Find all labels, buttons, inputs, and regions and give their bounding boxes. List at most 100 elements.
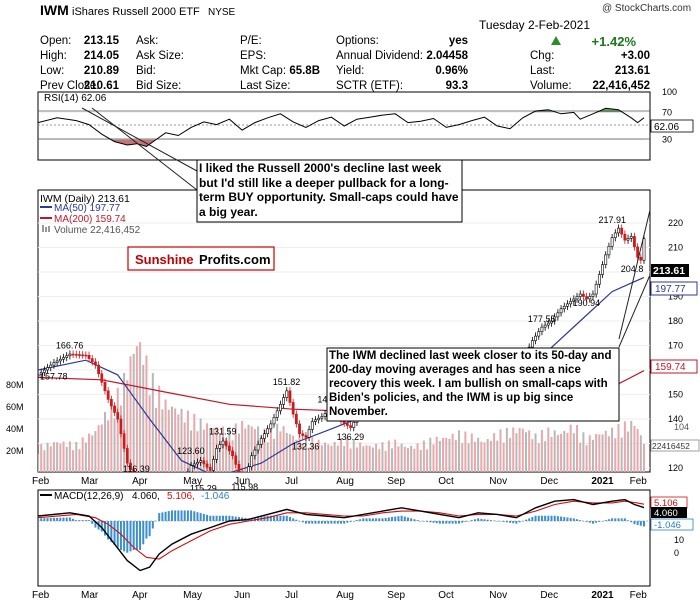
x-tick-label: Jun: [234, 590, 250, 601]
volume-bar: [365, 445, 368, 472]
macd-hist-bar: [43, 518, 46, 521]
macd-hist-bar: [38, 518, 39, 521]
macd-hist-bar: [400, 515, 403, 521]
x-tick-label: Aug: [336, 590, 354, 601]
volume-bar: [202, 429, 205, 472]
x-tick-label: Feb: [32, 476, 50, 487]
volume-bar: [324, 442, 327, 472]
ma50-tag: 197.77: [655, 284, 686, 295]
macd-hist-bar: [429, 521, 432, 523]
x-tick-label: Feb: [630, 476, 648, 487]
volume-bar: [477, 437, 480, 472]
candle-body: [202, 460, 206, 465]
candle-body: [566, 303, 569, 307]
volume-bar: [512, 427, 515, 472]
volume-bar: [247, 424, 250, 472]
candle-body: [310, 421, 314, 430]
macd-hist-bar: [368, 518, 371, 521]
volume-bar: [314, 446, 317, 472]
volume-bar: [454, 440, 457, 472]
macd-signal-tag: 5.106: [654, 498, 678, 509]
volume-bar: [317, 439, 320, 472]
macd-hist-bar: [103, 521, 106, 536]
quote-value: 22,416,452: [592, 80, 650, 92]
volume-bar: [292, 435, 295, 472]
quote-label: Prev Close:: [40, 80, 99, 92]
macd-hist-bar: [560, 516, 563, 521]
candle-body: [84, 354, 88, 357]
candle-body: [572, 298, 576, 302]
candle-body: [588, 296, 592, 300]
candle-body: [97, 364, 101, 374]
macd-hist-bar: [617, 518, 620, 521]
volume-bar: [148, 395, 151, 472]
candle-body: [597, 274, 601, 285]
volume-bar: [643, 443, 645, 472]
change-pct: +1.42%: [592, 34, 637, 49]
volume-bar: [352, 439, 355, 472]
macd-hist-bar: [59, 517, 62, 521]
macd-hist-bar: [483, 519, 486, 521]
quote-label: SCTR (ETF):: [336, 80, 403, 92]
macd-hist-bar: [378, 518, 381, 521]
quote-value: 213.15: [84, 35, 120, 47]
macd-hist-bar: [330, 521, 333, 524]
macd-hist-bar: [391, 517, 394, 521]
macd-hist-bar: [406, 517, 409, 521]
candle-body: [291, 402, 295, 415]
candle-body: [39, 372, 43, 376]
volume-bar: [65, 446, 68, 472]
candle-body: [58, 358, 62, 362]
candle-body: [569, 301, 573, 305]
volume-bar: [518, 428, 521, 472]
volume-bar: [579, 442, 582, 472]
macd-hist-bar: [282, 515, 285, 521]
volume-bar: [183, 422, 186, 472]
volume-bar: [483, 442, 486, 472]
candle-body: [221, 440, 225, 446]
volume-bar: [595, 434, 598, 472]
macd-hist-bar: [324, 521, 327, 524]
macd-hist-bar: [473, 519, 476, 521]
candle-body: [168, 481, 170, 484]
macd-hist-bar: [579, 520, 582, 521]
macd-hist-bar: [349, 521, 352, 522]
macd-hist-bar: [569, 517, 572, 521]
volume-bar: [569, 424, 572, 472]
x-tick-label: Sep: [387, 476, 405, 487]
candle-body: [49, 364, 53, 368]
volume-bar: [384, 450, 387, 472]
last-price-tag-box: [651, 264, 689, 277]
macd-value: 4.060,: [132, 491, 160, 502]
macd-label-prefix: MACD(12,26,9): [54, 491, 123, 502]
macd-hist-bar: [276, 515, 279, 521]
volume-bar: [123, 373, 126, 472]
macd-hist-bar: [442, 521, 445, 524]
macd-hist-bar: [502, 521, 505, 522]
volume-bar: [422, 440, 425, 472]
candle-body: [607, 245, 611, 256]
volume-bar: [467, 443, 470, 472]
candle-body: [189, 465, 193, 472]
volume-bar: [601, 434, 604, 472]
up-arrow-icon: [551, 36, 561, 45]
symbol: IWM: [40, 2, 69, 18]
point-label: 132.36: [292, 442, 320, 452]
macd-hist-bar: [544, 515, 547, 521]
price-axis: 120130140150160170180190200210220: [668, 218, 683, 473]
volume-bar: [537, 443, 540, 472]
candle-body: [294, 413, 298, 425]
candle-body: [317, 417, 321, 421]
price-tick: 190: [668, 292, 683, 302]
macd-hist-bar: [607, 519, 610, 521]
candle-body: [345, 423, 349, 426]
candle-body: [591, 293, 595, 297]
volume-bar: [394, 439, 397, 472]
volume-bar: [320, 445, 323, 472]
macd-hist-bar: [126, 521, 129, 553]
macd-hist-bar: [566, 517, 569, 521]
macd-hist-bar: [196, 512, 199, 521]
candle-body: [234, 455, 238, 465]
quote-label: High:: [40, 50, 67, 62]
x-tick-label: Oct: [438, 476, 454, 487]
